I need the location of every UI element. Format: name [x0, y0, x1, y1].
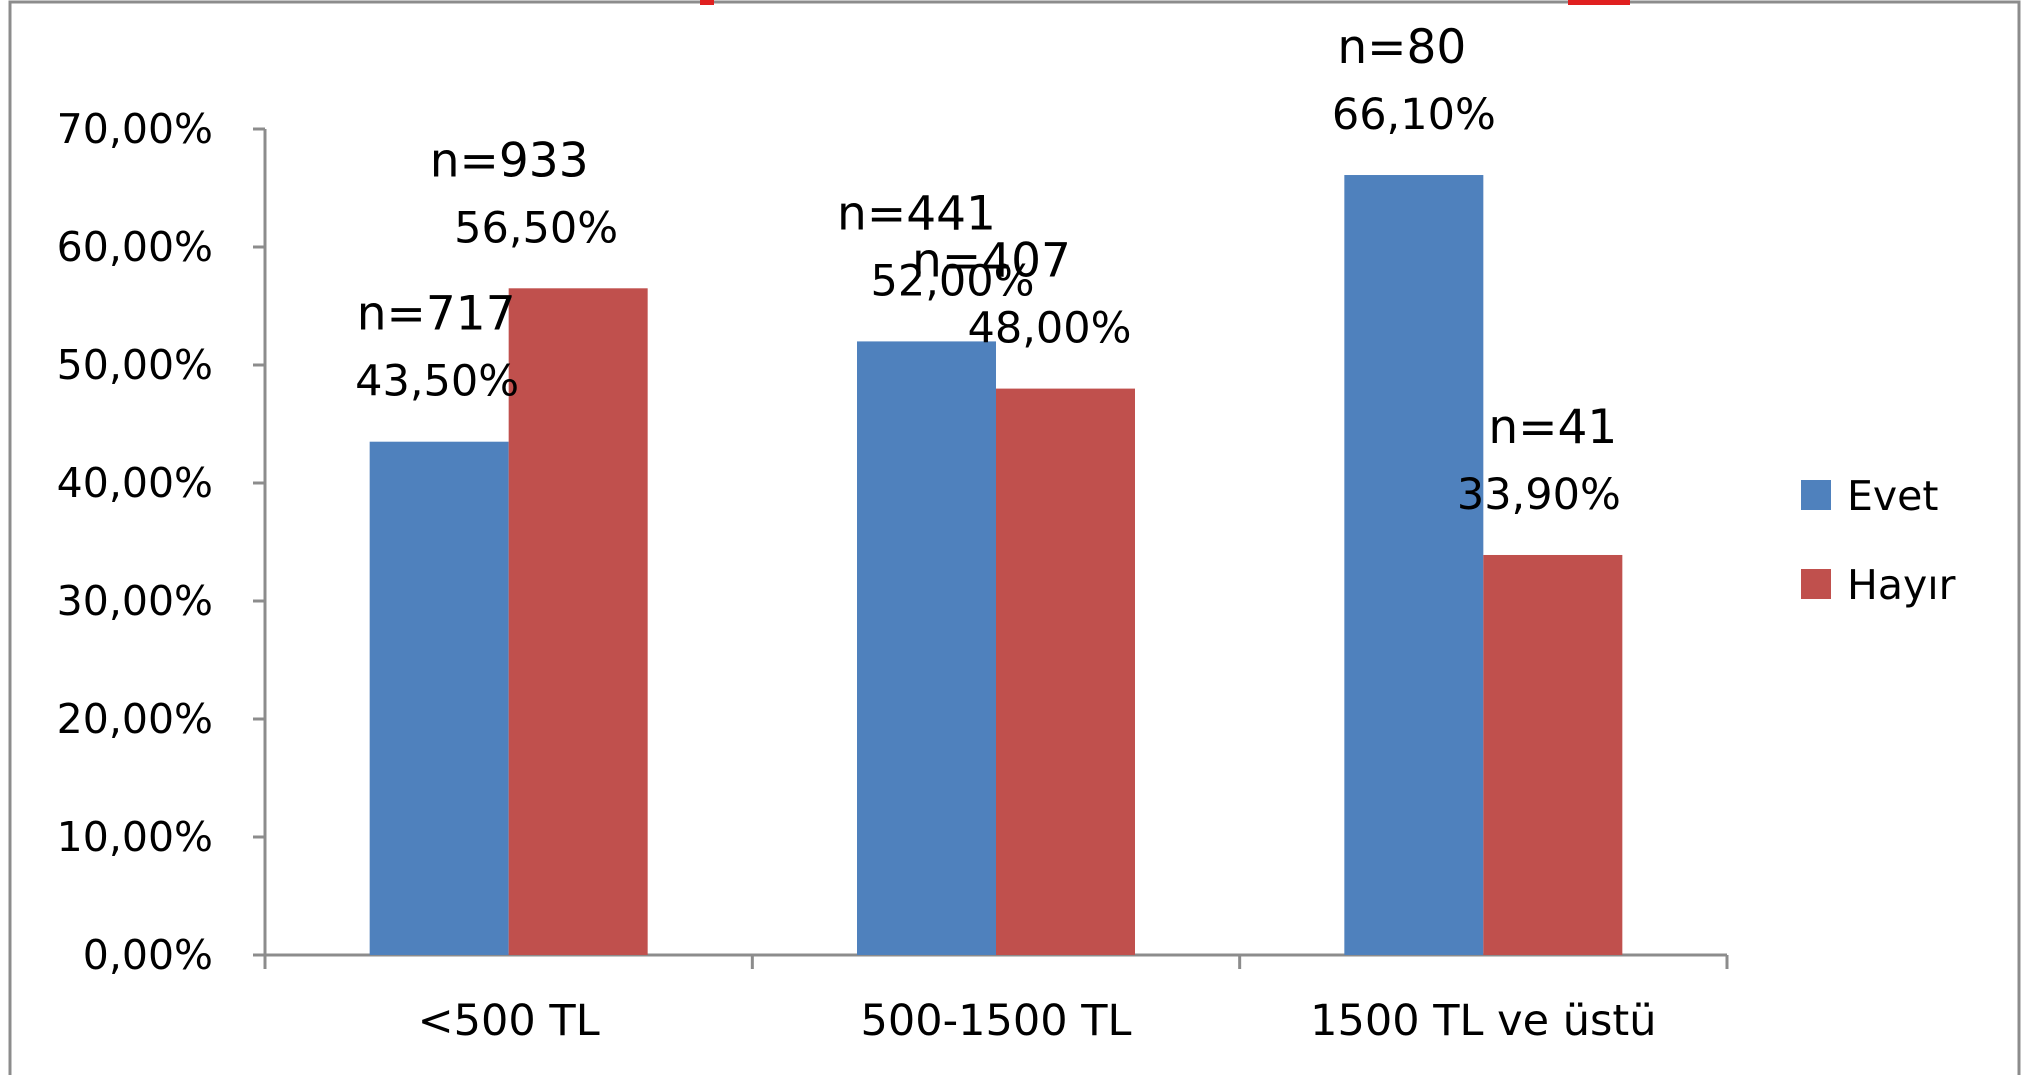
top-edge-marks — [700, 0, 1630, 5]
bar-hayır-1 — [508, 288, 648, 955]
data-label-n: n=41 — [1488, 400, 1617, 455]
data-label-percent: 43,50% — [355, 357, 519, 407]
data-label-percent: 48,00% — [968, 304, 1132, 354]
data-label-n: n=717 — [357, 287, 516, 342]
x-category-label: 500-1500 TL — [861, 996, 1132, 1046]
y-tick-label: 30,00% — [57, 577, 213, 625]
y-tick-label: 0,00% — [83, 931, 213, 979]
bar-evet-1 — [369, 441, 509, 955]
data-label-percent: 52,00% — [871, 256, 1035, 306]
legend-swatch-hayır — [1801, 569, 1831, 599]
y-tick-label: 50,00% — [57, 341, 213, 389]
bar-hayır-2 — [996, 388, 1135, 956]
legend-label-hayır: Hayır — [1847, 561, 1956, 609]
legend-swatch-evet — [1801, 480, 1831, 510]
y-tick-label: 40,00% — [57, 459, 213, 507]
y-tick-label: 60,00% — [57, 223, 213, 271]
bar-evet-2 — [857, 341, 996, 955]
top-edge-mark-right — [1568, 0, 1630, 5]
y-tick-label: 20,00% — [57, 695, 213, 743]
data-label-n: n=407 — [912, 234, 1071, 289]
bar-hayır-3 — [1483, 554, 1623, 955]
data-label-percent: 66,10% — [1332, 90, 1496, 140]
bar-evet-3 — [1344, 175, 1484, 955]
data-label-n: n=933 — [430, 133, 589, 188]
data-label-percent: 33,90% — [1457, 470, 1621, 520]
data-label-n: n=441 — [837, 186, 996, 241]
data-label-n: n=80 — [1337, 20, 1466, 75]
x-category-label: <500 TL — [418, 996, 600, 1046]
y-tick-label: 10,00% — [57, 813, 213, 861]
data-label-percent: 56,50% — [454, 203, 618, 253]
x-category-label: 1500 TL ve üstü — [1310, 996, 1656, 1046]
legend-label-evet: Evet — [1847, 472, 1938, 520]
top-edge-mark-left — [700, 0, 714, 5]
y-tick-label: 70,00% — [57, 105, 213, 153]
